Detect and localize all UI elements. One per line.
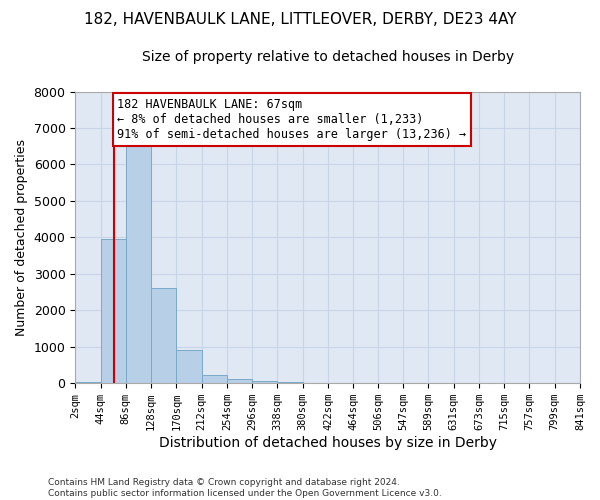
Bar <box>202 375 227 383</box>
Bar <box>277 382 302 383</box>
Title: Size of property relative to detached houses in Derby: Size of property relative to detached ho… <box>142 50 514 64</box>
X-axis label: Distribution of detached houses by size in Derby: Distribution of detached houses by size … <box>158 436 497 450</box>
Bar <box>101 239 126 383</box>
Bar <box>176 350 202 383</box>
Bar <box>227 379 252 383</box>
Bar <box>252 381 277 383</box>
Bar <box>75 382 101 383</box>
Text: 182 HAVENBAULK LANE: 67sqm
← 8% of detached houses are smaller (1,233)
91% of se: 182 HAVENBAULK LANE: 67sqm ← 8% of detac… <box>118 98 467 141</box>
Bar <box>126 146 151 383</box>
Text: 182, HAVENBAULK LANE, LITTLEOVER, DERBY, DE23 4AY: 182, HAVENBAULK LANE, LITTLEOVER, DERBY,… <box>84 12 516 28</box>
Y-axis label: Number of detached properties: Number of detached properties <box>15 139 28 336</box>
Text: Contains HM Land Registry data © Crown copyright and database right 2024.
Contai: Contains HM Land Registry data © Crown c… <box>48 478 442 498</box>
Bar <box>151 288 176 383</box>
